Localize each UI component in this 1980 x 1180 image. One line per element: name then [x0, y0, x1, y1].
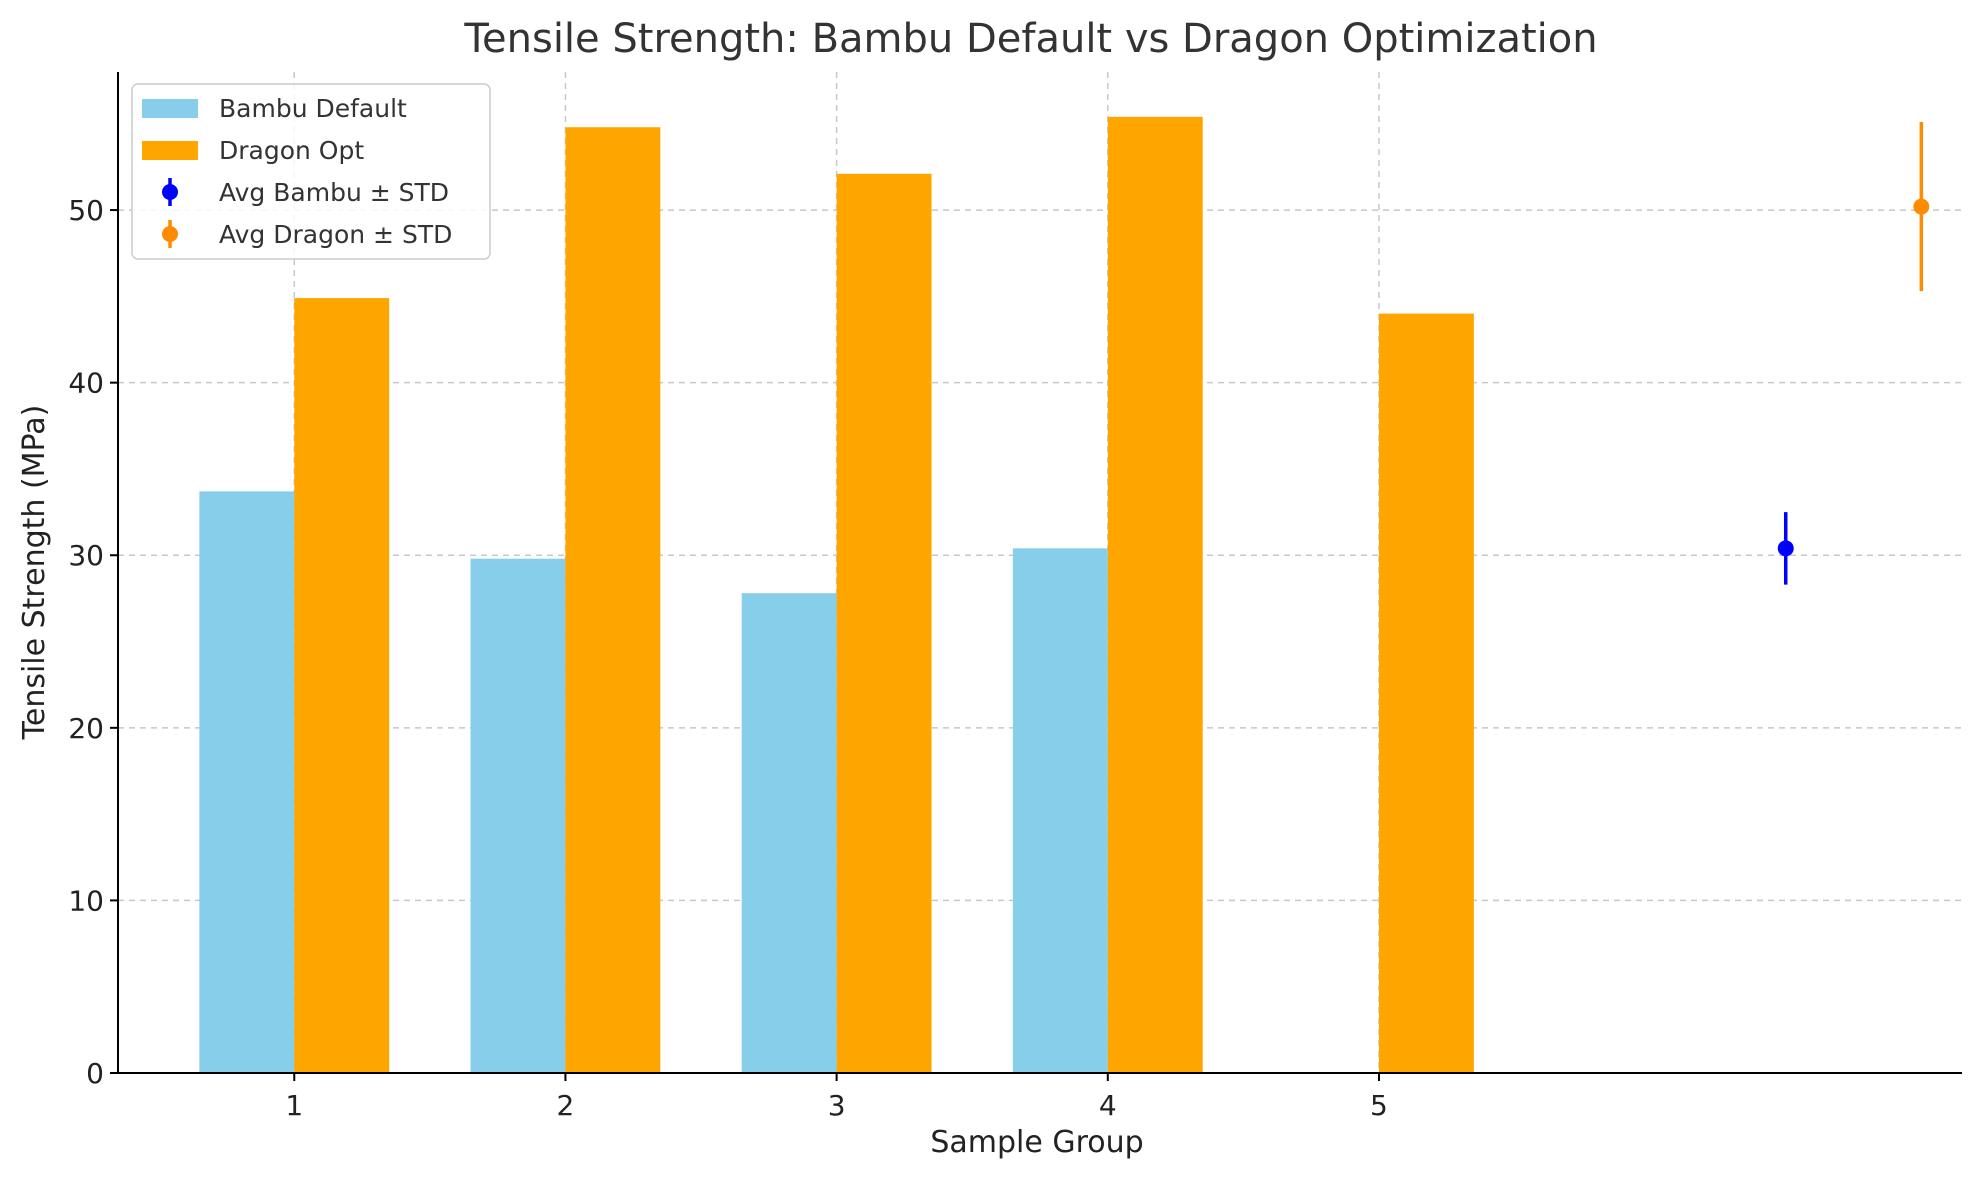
legend-swatch-1	[142, 141, 198, 160]
y-tick-label: 20	[68, 712, 104, 745]
axes	[117, 72, 1962, 1074]
bar-dragon-2	[565, 127, 661, 1073]
bar-dragon-3	[836, 173, 932, 1073]
bar-bambu-1	[199, 491, 295, 1073]
legend-swatch-0	[142, 99, 198, 118]
legend-marker-2	[162, 184, 178, 200]
legend-marker-3	[162, 226, 178, 242]
chart-title: Tensile Strength: Bambu Default vs Drago…	[463, 16, 1597, 62]
bar-bambu-4	[1012, 548, 1108, 1073]
bar-dragon-5	[1378, 313, 1474, 1073]
error-point-dragon	[1913, 198, 1930, 215]
y-tick-label: 30	[68, 539, 104, 572]
error-point-bambu	[1777, 540, 1794, 557]
legend-label-0: Bambu Default	[219, 94, 407, 123]
legend-frame	[131, 83, 491, 260]
y-tick-label: 50	[68, 194, 104, 227]
y-tick-label: 10	[68, 884, 104, 917]
x-tick-label: 3	[828, 1089, 846, 1122]
x-tick-label: 1	[285, 1089, 303, 1122]
y-tick-label: 0	[86, 1057, 104, 1090]
y-axis-label: Tensile Strength (MPa)	[17, 405, 52, 741]
x-axis-label: Sample Group	[930, 1125, 1143, 1160]
bar-dragon-1	[294, 298, 390, 1074]
error-points	[1777, 122, 1930, 585]
bar-dragon-4	[1107, 116, 1203, 1073]
x-tick-label: 4	[1099, 1089, 1117, 1122]
legend: Bambu Default Dragon Opt Avg Bambu ± STD Av…	[131, 83, 491, 260]
legend-label-2: Avg Bambu ± STD	[219, 178, 449, 207]
legend-label-3: Avg Dragon ± STD	[219, 220, 452, 249]
bars	[199, 116, 1474, 1074]
x-tick-label: 5	[1370, 1089, 1388, 1122]
x-tick-label: 2	[557, 1089, 575, 1122]
legend-label-1: Dragon Opt	[219, 136, 364, 165]
y-tick-label: 40	[68, 367, 104, 400]
bar-bambu-3	[741, 593, 837, 1073]
tick-labels: 0 10 20 30 40 50 1 2 3 4 5	[68, 194, 1388, 1122]
bar-bambu-2	[470, 558, 566, 1073]
